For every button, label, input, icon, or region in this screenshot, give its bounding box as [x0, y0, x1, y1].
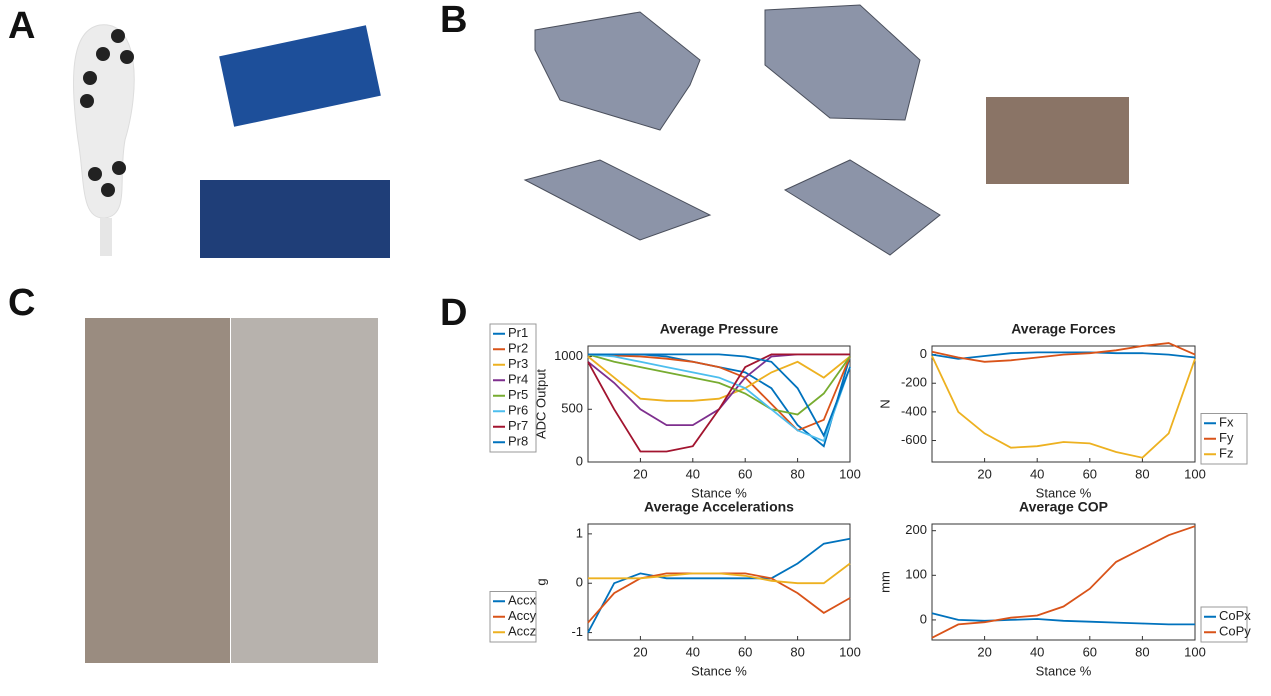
- x-tick-label: 40: [1030, 644, 1044, 659]
- y-axis-label: g: [533, 578, 548, 585]
- x-axis-label: Stance %: [691, 663, 747, 678]
- photo-insole: [73, 25, 134, 256]
- legend-label: Accy: [508, 608, 537, 623]
- y-axis-label: N: [877, 399, 892, 408]
- y-tick-label: 200: [905, 522, 927, 537]
- photo-front: [85, 318, 230, 663]
- x-tick-label: 60: [738, 644, 752, 659]
- panel-label: A: [8, 5, 35, 47]
- y-axis-label: mm: [877, 571, 892, 593]
- y-tick-label: -200: [901, 375, 927, 390]
- x-tick-label: 80: [1135, 466, 1149, 481]
- legend-label: Accx: [508, 593, 537, 608]
- chart-title: Average COP: [1019, 499, 1108, 515]
- x-tick-label: 40: [686, 644, 700, 659]
- x-tick-label: 100: [1184, 644, 1206, 659]
- y-tick-label: 100: [905, 567, 927, 582]
- x-tick-label: 80: [790, 644, 804, 659]
- y-tick-label: -600: [901, 432, 927, 447]
- y-tick-label: 1: [576, 525, 583, 540]
- panel-label: D: [440, 292, 467, 334]
- y-tick-label: 500: [561, 401, 583, 416]
- photo-side: [231, 318, 378, 663]
- x-tick-label: 20: [633, 466, 647, 481]
- legend-label: Pr8: [508, 434, 528, 449]
- x-tick-label: 80: [790, 466, 804, 481]
- x-axis-label: Stance %: [1036, 663, 1092, 678]
- x-tick-label: 40: [1030, 466, 1044, 481]
- legend-label: Pr3: [508, 356, 528, 371]
- y-tick-label: 1000: [554, 348, 583, 363]
- photo-sd-board: [219, 25, 381, 127]
- panel-label: B: [440, 0, 467, 41]
- legend-label: Pr2: [508, 341, 528, 356]
- x-tick-label: 20: [977, 466, 991, 481]
- y-tick-label: 0: [576, 453, 583, 468]
- chart-title: Average Accelerations: [644, 499, 794, 515]
- legend-label: Fx: [1219, 415, 1234, 430]
- legend-label: Pr5: [508, 387, 528, 402]
- chart-title: Average Forces: [1011, 321, 1116, 337]
- x-tick-label: 100: [1184, 466, 1206, 481]
- x-tick-label: 40: [686, 466, 700, 481]
- legend-label: Pr7: [508, 418, 528, 433]
- x-tick-label: 60: [1083, 644, 1097, 659]
- legend-label: Pr4: [508, 372, 528, 387]
- legend-label: Accz: [508, 624, 536, 639]
- legend-label: Pr1: [508, 325, 528, 340]
- photo-shoe: [986, 97, 1129, 184]
- legend-label: CoPy: [1219, 624, 1251, 639]
- chart-title: Average Pressure: [660, 321, 779, 337]
- x-tick-label: 20: [633, 644, 647, 659]
- cad-models: [525, 5, 940, 255]
- y-tick-label: -1: [571, 624, 583, 639]
- plot-area: [588, 524, 850, 640]
- x-tick-label: 100: [839, 644, 861, 659]
- x-tick-label: 100: [839, 466, 861, 481]
- legend-label: Fz: [1219, 446, 1233, 461]
- x-tick-label: 60: [1083, 466, 1097, 481]
- x-tick-label: 20: [977, 644, 991, 659]
- x-tick-label: 60: [738, 466, 752, 481]
- legend-label: Pr6: [508, 403, 528, 418]
- figure: A B C D Average PressureStance %ADC Outp…: [0, 0, 1271, 691]
- legend-label: CoPx: [1219, 608, 1251, 623]
- photo-arduino: [200, 180, 390, 258]
- y-tick-label: 0: [576, 575, 583, 590]
- y-tick-label: 0: [920, 346, 927, 361]
- y-tick-label: 0: [920, 611, 927, 626]
- y-tick-label: -400: [901, 403, 927, 418]
- legend-label: Fy: [1219, 430, 1234, 445]
- x-tick-label: 80: [1135, 644, 1149, 659]
- panel-label: C: [8, 282, 35, 324]
